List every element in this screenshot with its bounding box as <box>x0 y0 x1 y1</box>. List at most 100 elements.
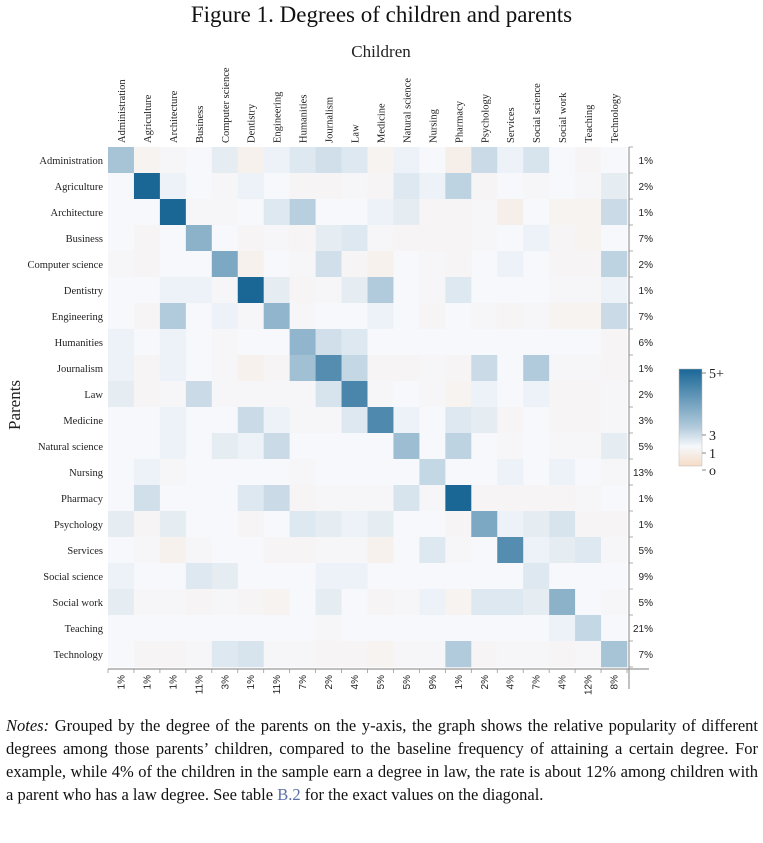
heatmap-cell <box>315 485 342 512</box>
heatmap-cell <box>263 251 290 278</box>
heatmap-cell <box>419 511 446 538</box>
heatmap-cell <box>289 251 316 278</box>
heatmap-cell <box>211 251 239 278</box>
heatmap-cell <box>601 433 628 460</box>
figure-notes: Notes: Grouped by the degree of the pare… <box>6 714 758 806</box>
heatmap-cell <box>445 589 472 616</box>
heatmap-cell <box>367 563 394 590</box>
heatmap-cell <box>108 485 135 512</box>
heatmap-cell <box>211 511 239 538</box>
heatmap-cell <box>315 277 342 304</box>
heatmap-cell <box>237 485 264 512</box>
heatmap-cell <box>549 251 576 278</box>
column-share-label: 1% <box>454 675 465 690</box>
heatmap-cell <box>341 355 368 382</box>
heatmap-cell <box>575 199 602 226</box>
heatmap-cell <box>159 641 187 668</box>
heatmap-cell <box>185 381 213 408</box>
heatmap-cell <box>497 485 524 512</box>
heatmap-cell <box>471 615 498 642</box>
heatmap-cell <box>133 537 161 564</box>
heatmap-cell <box>497 329 524 356</box>
heatmap-cell <box>237 355 264 382</box>
heatmap-cell <box>419 147 446 174</box>
heatmap-cell <box>523 537 550 564</box>
heatmap-cell <box>211 563 239 590</box>
heatmap-cell <box>341 303 368 330</box>
heatmap-cell <box>263 329 290 356</box>
heatmap-cell <box>445 407 472 434</box>
row-share-label: 3% <box>639 416 654 427</box>
heatmap-cell <box>341 381 368 408</box>
heatmap-cell <box>237 615 264 642</box>
heatmap-cell <box>159 303 187 330</box>
heatmap-cell <box>601 615 628 642</box>
column-label: Agriculture <box>143 94 154 143</box>
heatmap-cell <box>601 199 628 226</box>
heatmap-cell <box>393 225 420 252</box>
row-share-label: 21% <box>633 624 653 635</box>
heatmap-cell <box>289 589 316 616</box>
heatmap-cell <box>185 537 213 564</box>
table-reference-link[interactable]: B.2 <box>277 785 301 804</box>
heatmap-cell <box>159 173 187 200</box>
heatmap-cell <box>263 225 290 252</box>
heatmap-cell <box>497 173 524 200</box>
heatmap-cell <box>263 199 290 226</box>
row-label: Nursing <box>69 468 104 479</box>
heatmap-cell <box>211 407 239 434</box>
heatmap-cell <box>133 381 161 408</box>
heatmap-cell <box>575 251 602 278</box>
heatmap-cell <box>497 199 524 226</box>
column-share-label: 11% <box>272 675 283 694</box>
heatmap-cell <box>263 511 290 538</box>
heatmap-cell <box>185 615 213 642</box>
heatmap-cell <box>419 199 446 226</box>
heatmap-cell <box>341 225 368 252</box>
heatmap-cell <box>471 251 498 278</box>
heatmap-cell <box>575 641 602 668</box>
heatmap-cell <box>523 381 550 408</box>
notes-text: Grouped by the degree of the parents on … <box>6 716 758 804</box>
heatmap-cell <box>419 459 446 486</box>
heatmap-cell <box>289 433 316 460</box>
heatmap-cell <box>419 303 446 330</box>
column-share-label: 7% <box>298 675 309 690</box>
heatmap-cell <box>315 147 342 174</box>
heatmap-cell <box>549 381 576 408</box>
heatmap-cell <box>237 407 264 434</box>
heatmap-cells <box>108 147 628 668</box>
row-label: Journalism <box>57 364 103 375</box>
heatmap-cell <box>315 303 342 330</box>
heatmap-cell <box>367 303 394 330</box>
row-share-label: 1% <box>639 156 654 167</box>
heatmap-cell <box>575 225 602 252</box>
heatmap-cell <box>523 407 550 434</box>
heatmap-cell <box>185 251 213 278</box>
heatmap-cell <box>108 251 135 278</box>
column-share-labels: 1% 1% 1% 11% 3% 1% 11% 7% 2% 4% 5% 5% 9% 1% 2% 4% 7% 4% 12… <box>117 675 621 695</box>
heatmap-cell <box>108 433 135 460</box>
row-share-label: 9% <box>639 572 654 583</box>
y-axis-title: Parents <box>5 380 24 430</box>
heatmap-cell <box>575 589 602 616</box>
heatmap-cell <box>315 199 342 226</box>
heatmap-cell <box>419 225 446 252</box>
row-share-label: 7% <box>639 650 654 661</box>
heatmap-cell <box>471 355 498 382</box>
heatmap-cell <box>185 277 213 304</box>
heatmap-cell <box>133 277 161 304</box>
heatmap-cell <box>159 511 187 538</box>
heatmap-cell <box>497 147 524 174</box>
column-share-label: 5% <box>376 675 387 690</box>
heatmap-cell <box>575 173 602 200</box>
heatmap-cell <box>133 407 161 434</box>
heatmap-cell <box>211 433 239 460</box>
heatmap-cell <box>393 381 420 408</box>
heatmap-cell <box>315 615 342 642</box>
heatmap-cell <box>289 147 316 174</box>
heatmap-cell <box>108 563 135 590</box>
heatmap-cell <box>211 615 239 642</box>
heatmap-cell <box>497 303 524 330</box>
row-label: Pharmacy <box>61 494 104 505</box>
